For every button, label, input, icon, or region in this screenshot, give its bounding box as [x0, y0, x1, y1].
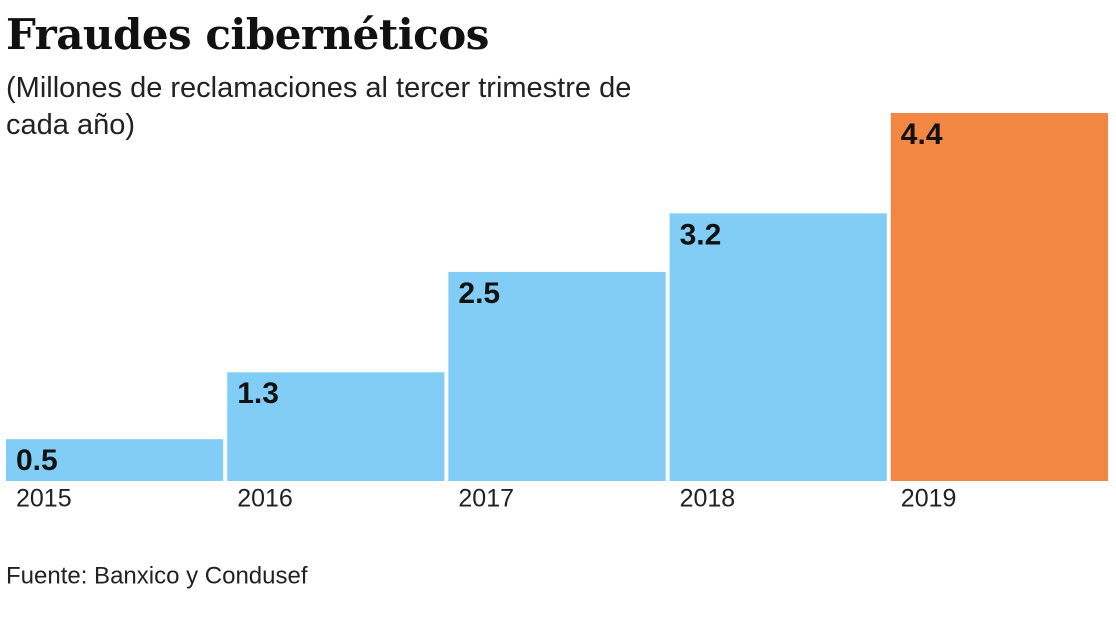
bar [669, 213, 887, 481]
value-label: 3.2 [680, 218, 722, 251]
x-tick-label: 2016 [237, 485, 293, 513]
x-tick-label: 2018 [680, 485, 736, 513]
source: Fuente: Banxico y Condusef [6, 562, 308, 589]
bar [227, 372, 445, 481]
value-label: 0.5 [16, 444, 58, 477]
x-tick-label: 2015 [16, 485, 72, 513]
value-label: 2.5 [458, 277, 500, 310]
bar [890, 113, 1108, 481]
x-tick-label: 2019 [901, 485, 957, 513]
chart-subtitle: (Millones de reclamaciones al tercer tri… [6, 72, 632, 141]
value-label: 1.3 [237, 377, 279, 410]
value-label: 4.4 [901, 118, 943, 151]
chart-title: Fraudes cibernéticos [6, 10, 489, 59]
x-tick-label: 2017 [458, 485, 514, 513]
bar [6, 439, 224, 481]
bar [448, 271, 666, 481]
